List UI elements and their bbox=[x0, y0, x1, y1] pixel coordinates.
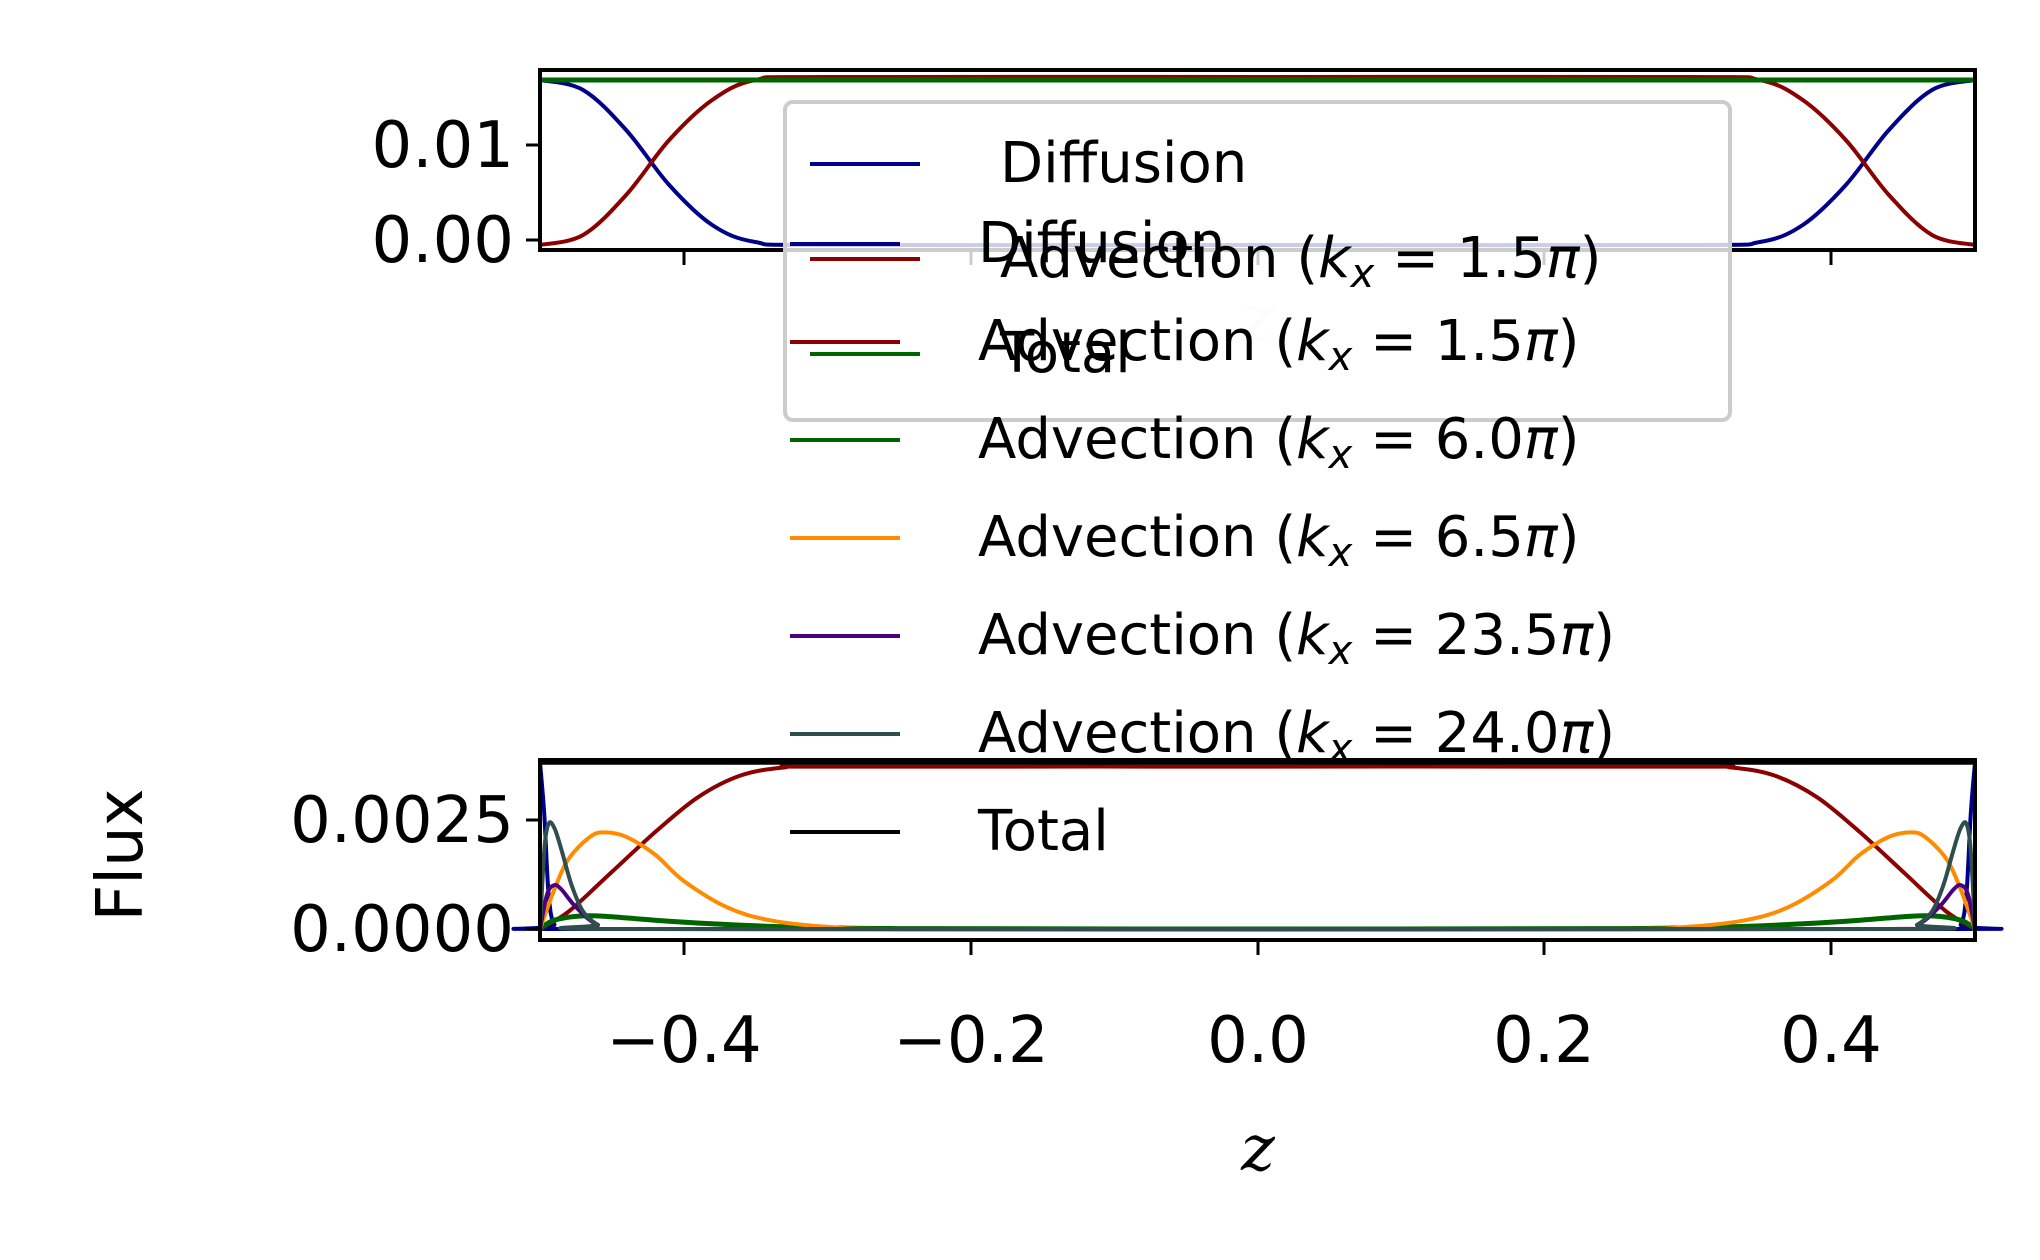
top-series-line-1 bbox=[539, 74, 1976, 247]
top-ytick-label: 0.00 bbox=[372, 204, 515, 278]
top-legend-box bbox=[783, 100, 1732, 422]
bottom-legend-label: Advection (kx = 24.0π) bbox=[978, 701, 1615, 772]
bottom-ylabel: Flux bbox=[84, 788, 158, 921]
bottom-series-line-1 bbox=[538, 764, 1977, 931]
bottom-xlabel: z bbox=[1240, 1112, 1276, 1186]
bottom-legend-label: Advection (kx = 6.5π) bbox=[978, 505, 1579, 576]
bottom-xtick-label: 0.4 bbox=[1780, 1004, 1882, 1078]
top-legend-label: Diffusion bbox=[1000, 131, 1247, 196]
bottom-legend-label: Advection (kx = 23.5π) bbox=[978, 603, 1615, 674]
bottom-series-line-5 bbox=[538, 820, 1977, 932]
bottom-xtick-label: −0.2 bbox=[893, 1004, 1048, 1078]
bottom-legend-label: Diffusion bbox=[978, 211, 1225, 276]
bottom-ytick-label: 0.0000 bbox=[290, 893, 514, 967]
bottom-legend-label: Advection (kx = 6.0π) bbox=[978, 407, 1579, 478]
top-ytick-label: 0.01 bbox=[372, 109, 515, 183]
top-legend-label: Total bbox=[999, 321, 1131, 386]
bottom-legend-label: Advection (kx = 1.5π) bbox=[978, 309, 1579, 380]
top-legend-label: Advection (kx = 1.5π) bbox=[1000, 226, 1601, 297]
bottom-plot-area bbox=[540, 760, 1975, 940]
bottom-legend-label: Total bbox=[977, 799, 1109, 864]
bottom-series-lines bbox=[511, 759, 2004, 932]
bottom-axes: 0.0000 0.0025 −0.4 −0.2 0.0 0.2 0.4 z Fl… bbox=[84, 758, 2004, 1186]
bottom-xtick-label: 0.2 bbox=[1493, 1004, 1595, 1078]
bottom-ytick-label: 0.0025 bbox=[290, 784, 514, 858]
bottom-xtick-label: 0.0 bbox=[1207, 1004, 1309, 1078]
bottom-xtick-label: −0.4 bbox=[606, 1004, 761, 1078]
